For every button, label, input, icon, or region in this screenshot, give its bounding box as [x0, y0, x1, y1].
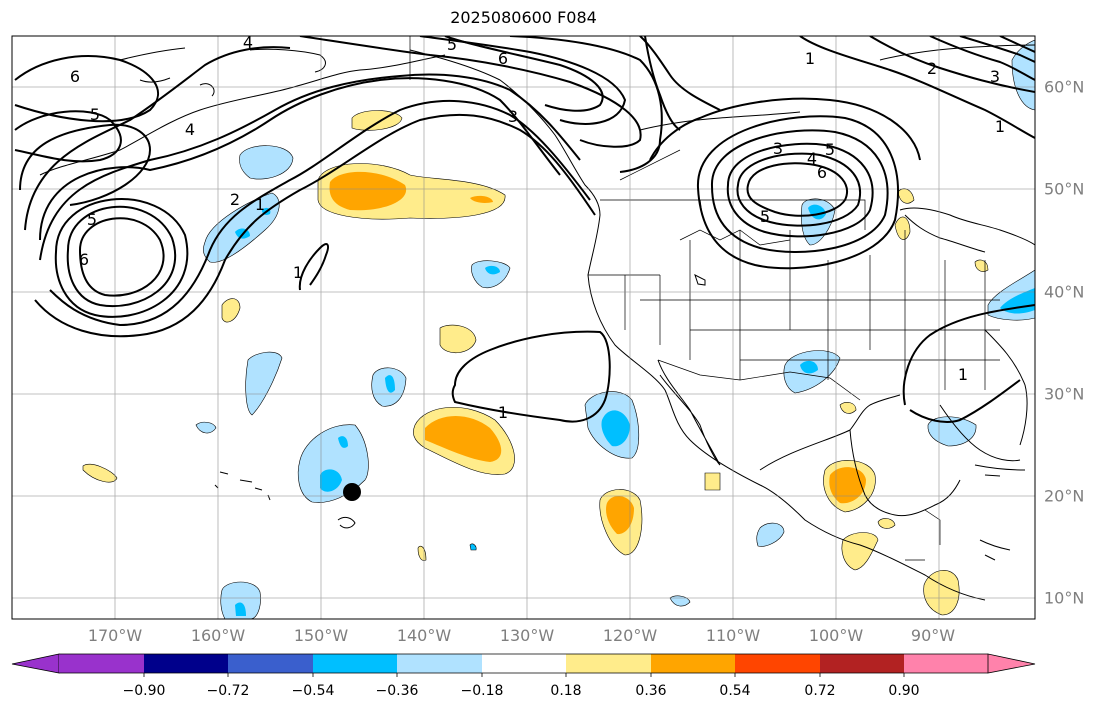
- contour-label: 6: [79, 250, 89, 269]
- colorbar-segment: [313, 654, 397, 673]
- contour-label: 5: [760, 207, 770, 226]
- contour-label: 2: [230, 190, 240, 209]
- contour-label-group: 5 6 6 5 4 2 1 5 6 1 3 1 3 4 5 6 5 4 2 3 …: [70, 33, 1005, 422]
- contour-label: 1: [255, 195, 265, 214]
- contour-label: 5: [447, 35, 457, 54]
- colorbar-tick-label: −0.54: [291, 683, 335, 699]
- contour-label: 3: [773, 139, 783, 158]
- anomaly-positive-5: [221, 298, 241, 323]
- lon-label: 160°W: [190, 626, 246, 645]
- location-marker: [343, 483, 361, 501]
- colorbar-segment: [904, 654, 988, 673]
- colorbar-tick-label: 0.18: [550, 683, 582, 699]
- contour-label: 4: [807, 149, 817, 168]
- lon-label: 130°W: [499, 626, 555, 645]
- contour-label: 1: [293, 263, 303, 282]
- contour-label: 4: [185, 120, 195, 139]
- lat-label: 10°N: [1044, 588, 1085, 608]
- colorbar-segment: [397, 654, 482, 673]
- colorbar-segment: [144, 654, 228, 673]
- lat-label: 60°N: [1044, 77, 1085, 97]
- anomaly-positive-17: [974, 259, 989, 272]
- lon-label: 100°W: [808, 626, 864, 645]
- anomaly-negative-2: [203, 192, 280, 263]
- shaded-anomalies: [82, 39, 1035, 619]
- contour-label: 3: [508, 107, 518, 126]
- colorbar-segment: [566, 654, 651, 673]
- contour-label: 1: [498, 403, 508, 422]
- contour-label: 2: [927, 59, 937, 78]
- anomaly-negative-14: [756, 522, 785, 547]
- anomaly-negative-4: [245, 351, 283, 416]
- contour-label: 5: [825, 140, 835, 159]
- colorbar-tick-label: 0.90: [888, 683, 920, 699]
- anomaly-positive-14: [839, 401, 857, 414]
- colorbar-segment: [735, 654, 820, 673]
- graticule: [12, 36, 1035, 619]
- colorbar-segment: [482, 654, 566, 673]
- colorbar-extend-high: [987, 653, 1036, 674]
- anomaly-positive-9: [704, 472, 721, 491]
- contour-label: 1: [958, 365, 968, 384]
- colorbar-extend-low: [11, 653, 60, 674]
- anomaly-negative-15: [669, 595, 691, 607]
- colorbar-tick-label: −0.36: [375, 683, 419, 699]
- colorbar-tick-label: −0.90: [122, 683, 166, 699]
- lon-label: 90°W: [910, 626, 956, 645]
- colorbar-segment: [820, 654, 904, 673]
- anomaly-negative-3: [471, 260, 511, 289]
- lat-label: 30°N: [1044, 384, 1085, 404]
- anomaly-positive-10: [841, 532, 879, 571]
- height-contours: [14, 36, 1035, 423]
- lon-label: 170°W: [87, 626, 143, 645]
- anomaly-positive-15: [417, 545, 427, 561]
- anomaly-negative-16: [195, 421, 217, 434]
- lon-label: 140°W: [396, 626, 452, 645]
- colorbar-segment: [651, 654, 735, 673]
- contour-label: 6: [817, 163, 827, 182]
- anomaly-positive-13: [894, 216, 911, 240]
- anomaly-negative-12: [1011, 39, 1035, 111]
- contour-label: 3: [990, 67, 1000, 86]
- contour-label: 1: [805, 49, 815, 68]
- anomaly-negative-13: [220, 581, 261, 619]
- lat-label: 20°N: [1044, 486, 1085, 506]
- anomaly-positive-12: [897, 188, 915, 204]
- anomaly-positive-11: [923, 570, 960, 616]
- colorbar-tick-label: −0.72: [206, 683, 250, 699]
- lon-label: 150°W: [293, 626, 349, 645]
- colorbar-tick-label: 0.36: [635, 683, 667, 699]
- anomaly-positive-3: [439, 324, 477, 353]
- lat-label: 50°N: [1044, 179, 1085, 199]
- coastlines: [39, 44, 1035, 601]
- anomaly-positive-16: [877, 518, 896, 529]
- colorbar: [11, 653, 1036, 677]
- colorbar-tick-label: 0.54: [719, 683, 751, 699]
- contour-label: 6: [498, 49, 508, 68]
- contour-label: 4: [243, 33, 253, 52]
- colorbar-segment: [59, 654, 144, 673]
- map-title: 2025080600 F084: [450, 8, 597, 27]
- anomaly-positive-6: [82, 463, 118, 483]
- lon-label: 110°W: [705, 626, 761, 645]
- lat-label: 40°N: [1044, 282, 1085, 302]
- lon-label: 120°W: [602, 626, 658, 645]
- anomaly-negative-17: [469, 543, 477, 551]
- contour-label: 5: [90, 105, 100, 124]
- colorbar-tick-label: 0.72: [804, 683, 836, 699]
- map-frame: [11, 35, 1036, 620]
- contour-label: 5: [87, 210, 97, 229]
- colorbar-segment: [228, 654, 313, 673]
- anomaly-negative-1: [239, 145, 294, 180]
- colorbar-tick-label: −0.18: [460, 683, 504, 699]
- contour-label: 6: [70, 67, 80, 86]
- contour-label: 1: [995, 117, 1005, 136]
- political-borders: [409, 36, 1000, 561]
- colorbar-outline: [59, 653, 988, 674]
